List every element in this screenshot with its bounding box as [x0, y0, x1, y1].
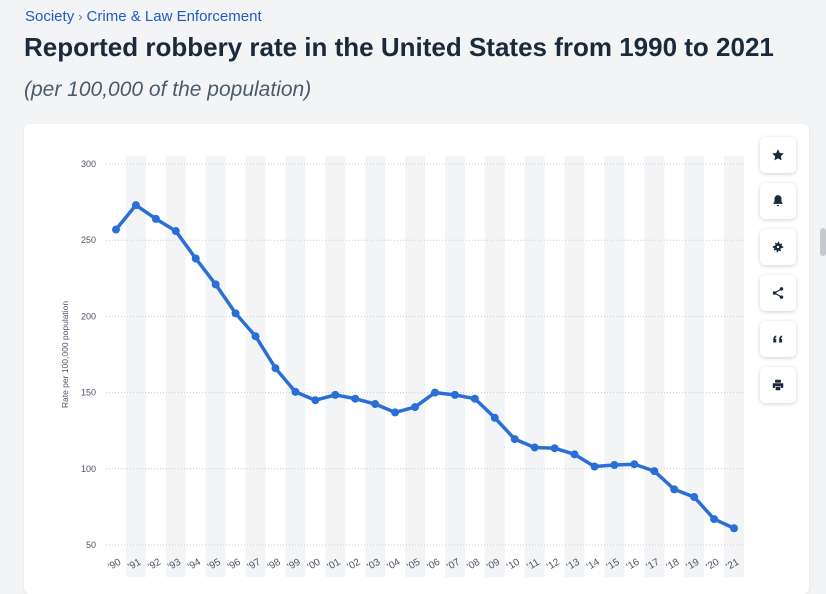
y-tick-label-300: 300	[81, 159, 96, 169]
x-tick-label-6: '96	[226, 557, 243, 573]
data-point-10	[311, 396, 320, 405]
page-title: Reported robbery rate in the United Stat…	[24, 32, 774, 62]
data-point-12	[351, 394, 360, 403]
x-tick-label-10: '00	[306, 557, 323, 573]
band-11	[325, 156, 346, 577]
data-point-29	[690, 492, 699, 501]
data-point-7	[251, 332, 260, 341]
data-point-23	[570, 450, 579, 459]
band-13	[365, 156, 386, 577]
band-15	[405, 156, 425, 577]
data-point-25	[610, 460, 619, 469]
band-1	[125, 156, 146, 577]
band-25	[604, 156, 625, 577]
x-tick-label-12: '02	[346, 557, 363, 573]
band-29	[684, 156, 705, 577]
gear-icon	[772, 241, 784, 253]
breadcrumb: Society › Crime & Law Enforcement	[25, 8, 262, 25]
x-tick-label-24: '14	[585, 557, 602, 573]
print-button[interactable]	[760, 367, 796, 403]
star-icon	[772, 149, 784, 161]
data-point-4	[191, 254, 200, 263]
band-21	[524, 156, 545, 577]
share-icon	[772, 287, 784, 299]
favorite-button[interactable]	[760, 137, 796, 173]
data-point-19	[490, 413, 499, 422]
data-point-11	[331, 390, 340, 399]
breadcrumb-link-crime-law[interactable]: Crime & Law Enforcement	[86, 8, 262, 25]
y-tick-label-200: 200	[81, 311, 96, 321]
x-tick-label-8: '98	[266, 557, 283, 573]
data-point-13	[371, 400, 380, 409]
band-9	[285, 156, 306, 577]
y-tick-label-250: 250	[81, 235, 96, 245]
data-point-3	[171, 227, 180, 236]
data-point-17	[450, 390, 459, 399]
band-31	[724, 156, 744, 577]
data-point-20	[510, 435, 519, 444]
data-point-21	[530, 443, 539, 452]
data-point-31	[730, 524, 739, 533]
cite-button[interactable]	[760, 321, 796, 357]
x-tick-label-22: '12	[545, 557, 562, 573]
share-button[interactable]	[760, 275, 796, 311]
data-point-26	[630, 460, 639, 469]
band-7	[245, 156, 266, 577]
band-17	[444, 156, 465, 577]
settings-button[interactable]	[760, 229, 796, 265]
data-point-24	[590, 462, 599, 471]
x-tick-label-2: '92	[146, 557, 163, 573]
print-icon	[772, 379, 784, 391]
scrollbar-thumb[interactable]	[820, 228, 826, 256]
x-tick-label-14: '04	[385, 557, 402, 573]
data-point-22	[550, 444, 559, 453]
band-27	[644, 156, 665, 577]
band-19	[484, 156, 505, 577]
quote-icon	[773, 335, 783, 343]
y-tick-label-50: 50	[86, 540, 96, 550]
breadcrumb-link-society[interactable]: Society	[25, 8, 75, 25]
line-chart: 50 100 150 200 250 300 Rate per 100,000 popula…	[60, 156, 744, 577]
page-subtitle: (per 100,000 of the population)	[24, 78, 312, 101]
chart-card: 50 100 150 200 250 300 Rate per 100,000 popula…	[24, 124, 809, 594]
x-tick-label-0: '90	[106, 557, 123, 573]
x-tick-label-20: '10	[505, 557, 522, 573]
y-tick-label-100: 100	[81, 464, 96, 474]
data-point-30	[710, 515, 719, 524]
x-tick-label-26: '16	[625, 557, 642, 573]
notification-button[interactable]	[760, 183, 796, 219]
x-tick-label-28: '18	[665, 557, 682, 573]
data-point-27	[650, 467, 659, 476]
y-tick-label-150: 150	[81, 388, 96, 398]
data-point-8	[271, 364, 280, 373]
band-3	[165, 156, 186, 577]
bell-icon	[773, 195, 783, 207]
data-point-5	[211, 280, 220, 289]
data-point-28	[670, 485, 679, 494]
data-point-14	[391, 408, 400, 417]
data-point-16	[430, 388, 439, 397]
band-5	[205, 156, 226, 577]
x-tick-label-30: '20	[704, 557, 721, 573]
breadcrumb-separator: ›	[78, 9, 83, 24]
band-23	[564, 156, 585, 577]
x-tick-label-4: '94	[186, 557, 203, 573]
data-point-15	[411, 403, 420, 412]
data-point-2	[151, 214, 160, 223]
data-point-9	[291, 387, 300, 396]
x-tick-label-16: '06	[425, 557, 442, 573]
x-tick-label-18: '08	[465, 557, 482, 573]
data-point-0	[111, 225, 120, 234]
data-point-6	[231, 309, 240, 318]
data-point-1	[131, 201, 140, 210]
data-point-18	[470, 394, 479, 403]
y-axis-label: Rate per 100,000 population	[60, 301, 70, 409]
